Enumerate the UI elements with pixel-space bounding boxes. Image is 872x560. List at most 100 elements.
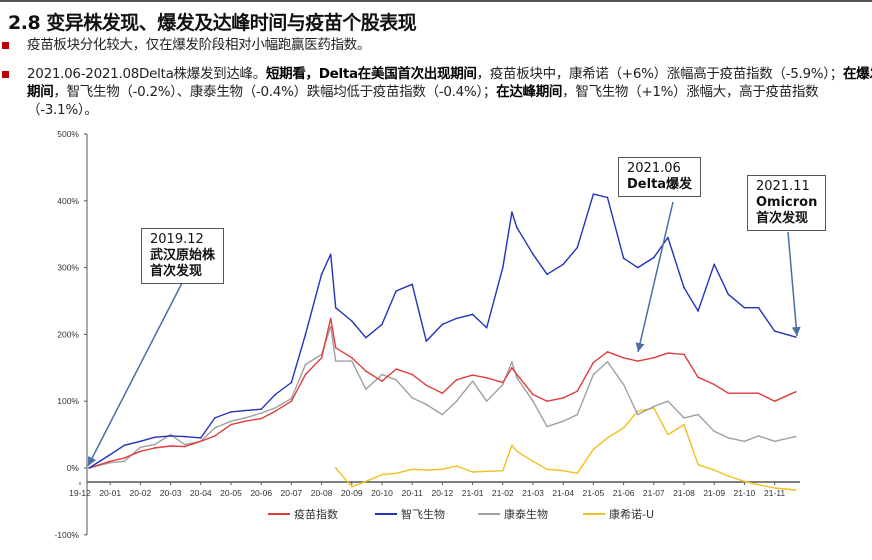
y-tick-label: 400% xyxy=(57,196,79,206)
data-point xyxy=(304,363,307,366)
data-point xyxy=(260,412,263,415)
x-tick-label: 21-02 xyxy=(492,488,514,498)
data-point xyxy=(139,450,142,453)
data-point xyxy=(713,469,715,471)
x-tick-label: 21-03 xyxy=(522,488,544,498)
page-title: 2.8 变异株发现、爆发及达峰时间与疫苗个股表现 xyxy=(8,12,417,34)
data-point xyxy=(592,193,595,195)
data-point xyxy=(516,373,518,376)
data-point xyxy=(502,381,504,384)
data-point xyxy=(274,407,277,409)
data-point xyxy=(471,313,474,316)
data-point xyxy=(214,435,216,437)
data-point xyxy=(260,408,263,411)
data-point xyxy=(88,467,90,469)
data-point xyxy=(576,413,579,416)
data-point xyxy=(794,336,797,338)
bullet-text-part: 在达峰期间 xyxy=(496,84,563,100)
data-point xyxy=(743,440,746,443)
data-point xyxy=(727,437,730,439)
data-point xyxy=(381,323,383,326)
data-point xyxy=(667,352,669,354)
x-tick-label: 20-10 xyxy=(371,488,393,498)
legend-swatch xyxy=(583,513,605,515)
data-point xyxy=(214,417,216,419)
data-point xyxy=(713,383,715,386)
data-point xyxy=(727,293,730,296)
data-point xyxy=(667,400,669,403)
data-point xyxy=(351,485,353,488)
data-point xyxy=(334,346,337,349)
data-point xyxy=(329,253,332,256)
legend-label: 康希诺-U xyxy=(609,508,655,521)
data-point xyxy=(532,253,534,256)
series-line-2 xyxy=(88,325,796,469)
data-point xyxy=(455,317,458,320)
data-point xyxy=(773,400,776,403)
bullet-text-part: 短期看，Delta在美国首次出现期间 xyxy=(265,66,477,82)
data-point xyxy=(320,356,323,359)
data-point xyxy=(562,469,564,472)
data-point xyxy=(109,460,111,463)
data-point xyxy=(290,397,293,400)
y-tick-label: -100% xyxy=(54,530,79,540)
data-point xyxy=(502,383,504,386)
data-point xyxy=(183,443,186,446)
data-point xyxy=(743,480,746,483)
data-point xyxy=(683,417,685,419)
x-tick-label: 20-06 xyxy=(250,488,272,498)
data-point xyxy=(290,381,293,384)
data-point xyxy=(532,460,534,463)
x-tick-label: 20-02 xyxy=(130,488,152,498)
data-point xyxy=(329,317,332,320)
data-point xyxy=(109,453,111,456)
data-point xyxy=(683,353,685,356)
data-point xyxy=(214,427,216,429)
data-point xyxy=(697,376,699,378)
data-point xyxy=(636,360,639,362)
data-point xyxy=(230,423,232,426)
data-point xyxy=(153,436,156,439)
data-point xyxy=(274,393,277,396)
x-tick-label: 20-04 xyxy=(190,488,212,498)
data-point xyxy=(425,340,428,342)
data-point xyxy=(183,435,186,438)
bullet-text-part: 疫苗板块分化较大，仅在爆发阶段相对小幅跑赢医药指数。 xyxy=(27,37,371,53)
data-point xyxy=(485,400,488,403)
data-point xyxy=(260,417,263,420)
x-tick-label: 21-01 xyxy=(462,488,484,498)
data-point xyxy=(441,413,444,416)
bullet-text-part: ，疫苗板块中，康希诺（+6%）涨幅高于疫苗指数（-5.9%）； xyxy=(476,66,844,82)
data-point xyxy=(546,425,548,428)
data-point xyxy=(329,325,332,328)
data-point xyxy=(516,450,518,453)
annotation-wuhan: 2019.12 武汉原始株 首次发现 xyxy=(141,228,225,284)
x-tick-label: 20-09 xyxy=(341,488,363,498)
x-tick-label: 20-07 xyxy=(281,488,303,498)
data-point xyxy=(169,445,172,447)
data-point xyxy=(485,377,488,379)
x-tick-label: 21-11 xyxy=(764,488,785,498)
data-point xyxy=(576,390,579,392)
data-point xyxy=(425,403,428,406)
data-point xyxy=(351,356,353,359)
data-point xyxy=(109,461,111,464)
data-point xyxy=(320,273,323,276)
data-point xyxy=(622,356,625,359)
data-point xyxy=(622,257,625,260)
bullet-text-part: ，智飞生物（-0.2%）、康泰生物（-0.4%）跌幅均低于疫苗指数（-0.4%）… xyxy=(53,84,497,100)
data-point xyxy=(622,427,625,429)
data-point xyxy=(244,417,246,419)
data-point xyxy=(502,266,504,269)
data-point xyxy=(532,400,534,403)
annotation-date: 2019.12 xyxy=(150,232,204,247)
data-point xyxy=(351,360,353,362)
data-point xyxy=(546,468,548,471)
data-point xyxy=(381,380,383,382)
data-point xyxy=(334,306,337,309)
data-point xyxy=(773,487,776,489)
data-point xyxy=(200,440,202,443)
annotation-omicron: 2021.11 Omicron 首次发现 xyxy=(747,175,827,231)
data-point xyxy=(576,246,579,249)
